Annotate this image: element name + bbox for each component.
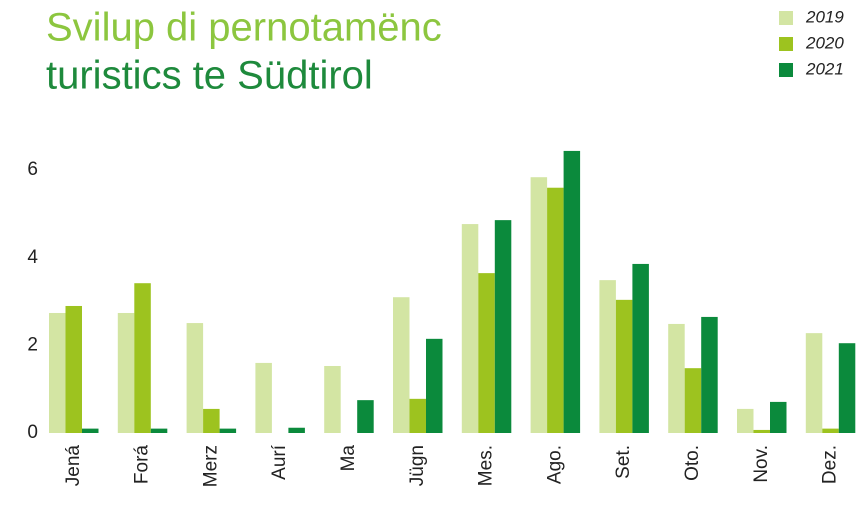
legend-label: 2019 — [805, 7, 844, 26]
bar — [49, 312, 66, 433]
bar — [203, 408, 220, 433]
bar — [494, 220, 512, 433]
chart-title: turistics te Südtirol — [46, 54, 373, 98]
bar — [530, 177, 548, 433]
bar — [186, 323, 204, 433]
bar — [393, 297, 410, 433]
bar — [65, 305, 82, 433]
bar — [150, 428, 168, 433]
bar — [324, 365, 341, 433]
bar — [770, 401, 787, 433]
bar — [737, 408, 754, 433]
x-tick-label: Ma — [338, 445, 359, 472]
x-tick-label: Aurí — [269, 444, 290, 480]
x-tick-label: Dez. — [820, 445, 841, 484]
x-tick-label: Jügn — [407, 445, 428, 486]
bar — [547, 187, 564, 433]
legend-label: 2021 — [805, 59, 844, 78]
x-tick-label: Forá — [132, 445, 153, 485]
x-tick-label: Oto. — [682, 445, 703, 481]
bar — [357, 400, 374, 433]
x-tick-label: Ago. — [544, 445, 565, 484]
bar — [822, 428, 839, 433]
bar — [288, 427, 305, 433]
bar — [753, 429, 770, 433]
bar — [599, 280, 616, 433]
x-tick-label: Mes. — [476, 445, 497, 486]
y-tick-label: 0 — [27, 422, 38, 443]
bar — [117, 312, 135, 433]
bar — [82, 428, 99, 433]
y-tick-label: 6 — [27, 159, 38, 180]
bar — [219, 428, 237, 433]
bar — [701, 316, 718, 433]
bar — [478, 273, 495, 433]
legend-swatch — [779, 37, 793, 51]
bar — [461, 224, 479, 433]
y-tick-label: 2 — [27, 334, 38, 355]
bar — [632, 263, 649, 433]
bar — [805, 333, 823, 433]
legend-swatch — [779, 11, 793, 25]
bar — [668, 323, 685, 433]
y-tick-label: 4 — [27, 247, 38, 268]
bar — [426, 338, 443, 433]
x-tick-label: Jená — [63, 445, 84, 487]
bar — [563, 150, 581, 434]
legend-label: 2020 — [805, 33, 844, 52]
bar — [684, 368, 702, 433]
bar — [838, 343, 856, 433]
chart-title: Svilup di pernotamënc — [46, 6, 442, 50]
legend-swatch — [779, 63, 793, 77]
bar — [615, 299, 633, 433]
bar — [409, 398, 426, 433]
bar — [134, 283, 151, 433]
bar — [255, 362, 272, 433]
x-tick-label: Merz — [200, 445, 221, 487]
x-tick-label: Nov. — [751, 445, 772, 483]
x-tick-label: Set. — [613, 445, 634, 479]
